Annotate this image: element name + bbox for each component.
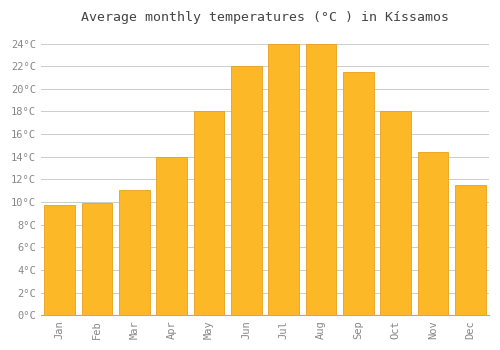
Bar — [156, 157, 187, 315]
Bar — [82, 203, 112, 315]
Bar — [418, 152, 448, 315]
Bar — [380, 112, 411, 315]
Bar — [455, 185, 486, 315]
Bar — [231, 66, 262, 315]
Bar — [343, 72, 374, 315]
Bar — [44, 205, 75, 315]
Bar — [268, 43, 299, 315]
Bar — [306, 43, 336, 315]
Title: Average monthly temperatures (°C ) in Kíssamos: Average monthly temperatures (°C ) in Kí… — [81, 11, 449, 24]
Bar — [194, 112, 224, 315]
Bar — [119, 190, 150, 315]
